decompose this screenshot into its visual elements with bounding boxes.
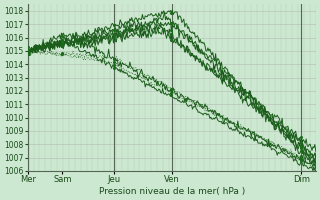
X-axis label: Pression niveau de la mer( hPa ): Pression niveau de la mer( hPa )	[99, 187, 245, 196]
